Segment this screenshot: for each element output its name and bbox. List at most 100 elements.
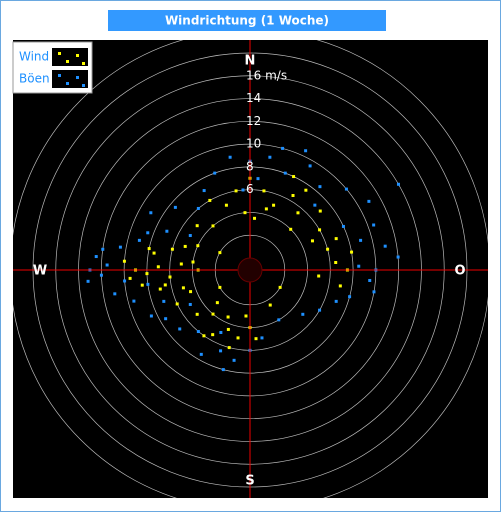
data-point [188, 302, 192, 306]
data-point [219, 330, 223, 334]
data-point [244, 314, 248, 318]
r-tick-label: 16 m/s [246, 68, 287, 82]
data-point [128, 276, 132, 280]
data-point [338, 284, 342, 288]
compass-label: O [454, 264, 465, 279]
data-point [105, 263, 109, 267]
data-point [227, 346, 231, 350]
data-point [101, 247, 105, 251]
data-point [348, 295, 352, 299]
legend-dot [82, 62, 85, 65]
data-point [318, 185, 322, 189]
legend-dot [58, 52, 61, 55]
data-point [281, 146, 285, 150]
data-point [188, 234, 192, 238]
data-point [163, 283, 167, 287]
plot: 6 8 10 12 14 16 m/sN O S W [13, 40, 488, 498]
data-point [168, 275, 172, 279]
data-point [196, 244, 200, 248]
data-point [149, 211, 153, 215]
data-point [179, 262, 183, 266]
data-point [215, 301, 219, 305]
data-point [195, 312, 199, 316]
legend-label: Böen [19, 72, 50, 86]
data-point [113, 292, 117, 296]
data-point [208, 198, 212, 202]
legend-dot [66, 60, 69, 63]
data-point [334, 237, 338, 241]
data-point [277, 318, 281, 322]
data-point [357, 264, 361, 268]
data-point [304, 149, 308, 153]
data-point [292, 175, 296, 179]
data-point [118, 245, 122, 249]
data-point [291, 193, 295, 197]
data-point [140, 283, 144, 287]
data-point [137, 238, 141, 242]
data-point [236, 336, 240, 340]
data-point [318, 228, 322, 232]
data-point [289, 227, 293, 231]
data-point [175, 302, 179, 306]
data-point [221, 368, 225, 372]
data-point [149, 314, 153, 318]
data-point [165, 229, 169, 233]
legend-dot [82, 84, 85, 87]
r-tick-label: 8 [246, 159, 254, 173]
data-point [372, 290, 376, 294]
data-point [383, 244, 387, 248]
compass-label: N [245, 54, 256, 69]
data-point [272, 203, 276, 207]
data-point [296, 211, 300, 215]
data-point [318, 308, 322, 312]
data-point [234, 189, 238, 193]
data-point [372, 223, 376, 227]
data-point [195, 224, 199, 228]
data-point [313, 203, 317, 207]
data-point [145, 272, 149, 276]
data-point [268, 155, 272, 159]
data-point [308, 164, 312, 168]
compass-label: W [33, 264, 47, 279]
data-point [241, 188, 245, 192]
data-point [318, 209, 322, 213]
data-point [326, 247, 330, 251]
data-point [254, 337, 258, 341]
data-point [211, 312, 215, 316]
r-tick-label: 12 [246, 114, 261, 128]
data-point [283, 171, 287, 175]
data-point [170, 247, 174, 251]
data-point [260, 336, 264, 340]
chart-title: Windrichtung (1 Woche) [165, 14, 329, 28]
data-point [156, 265, 160, 269]
data-point [178, 327, 182, 331]
data-point [224, 203, 228, 207]
data-point [396, 255, 400, 259]
legend: Wind Böen [12, 41, 93, 94]
data-point [196, 330, 200, 334]
r-tick-label: 6 [246, 182, 254, 196]
data-point [164, 317, 168, 321]
data-point [146, 282, 150, 286]
data-point [183, 244, 187, 248]
data-point [181, 286, 185, 290]
data-point [301, 312, 305, 316]
data-point [344, 187, 348, 191]
legend-dot [76, 76, 79, 79]
data-point [310, 239, 314, 243]
data-point [173, 205, 177, 209]
data-point [334, 261, 338, 265]
data-point [334, 299, 338, 303]
data-point [226, 327, 230, 331]
data-point [262, 189, 266, 193]
data-point [218, 285, 222, 289]
data-point [158, 287, 162, 291]
data-point [264, 207, 268, 211]
legend-dot [66, 82, 69, 85]
data-point [146, 231, 150, 235]
data-point [189, 290, 193, 294]
title-bar [108, 10, 386, 31]
data-point [99, 273, 103, 277]
data-point [304, 188, 308, 192]
